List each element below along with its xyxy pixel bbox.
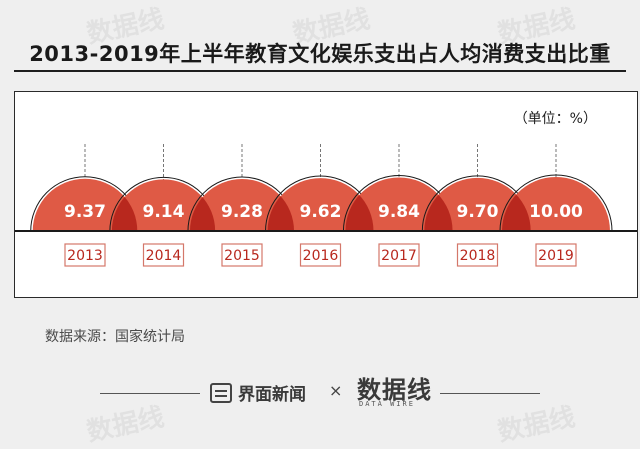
footer-divider-right <box>440 393 540 394</box>
semicircle-mark <box>502 177 610 231</box>
value-label: 9.70 <box>457 202 499 222</box>
year-label: 2016 <box>303 248 339 264</box>
year-label-box <box>64 243 106 267</box>
times-sign: × <box>329 381 343 400</box>
chart-panel: 9.37 9.14 9.28 9.62 9.84 9.70 10.00 2013 2014 201… <box>14 91 638 298</box>
jiemian-logo-icon <box>210 382 232 403</box>
value-label: 9.37 <box>64 202 106 222</box>
year-label-box <box>221 243 263 267</box>
semicircle-group <box>499 174 613 232</box>
chart: 9.37 9.14 9.28 9.62 9.84 9.70 10.00 2013 2014 201… <box>15 144 637 267</box>
year-label-box <box>535 243 577 267</box>
datawire-logo: 数据线 <box>357 375 432 404</box>
year-label: 2015 <box>224 248 260 264</box>
unit-label: （单位：%） <box>513 111 597 127</box>
title-divider <box>14 70 626 72</box>
value-label: 9.62 <box>300 202 342 222</box>
datawire-logo-sub: DATA WIRE <box>359 400 415 408</box>
year-label: 2013 <box>67 248 103 264</box>
year-label-box <box>299 243 342 267</box>
value-label: 10.00 <box>529 202 583 222</box>
brand-jiemian: 界面新闻 <box>210 380 306 405</box>
year-label: 2019 <box>538 248 574 264</box>
value-label: 9.28 <box>221 202 263 222</box>
value-label: 9.84 <box>378 202 420 222</box>
year-label-box <box>456 243 499 267</box>
year-label: 2017 <box>381 248 417 264</box>
year-label: 2014 <box>146 248 182 264</box>
semicircle-mark <box>267 178 374 231</box>
year-label-box <box>142 243 185 267</box>
footer-divider-left <box>100 393 200 394</box>
data-source: 数据来源：国家统计局 <box>45 329 185 345</box>
brand-jiemian-label: 界面新闻 <box>238 385 306 405</box>
semicircle-mark <box>189 179 295 231</box>
semicircle-mark <box>345 177 453 231</box>
chart-title: 2013-2019年上半年教育文化娱乐支出占人均消费支出比重 <box>29 42 611 66</box>
year-label: 2018 <box>460 248 496 264</box>
watermark: 数据线 <box>495 402 578 448</box>
watermark: 数据线 <box>84 402 167 448</box>
semicircle-outline <box>499 174 613 232</box>
year-label-box <box>378 243 420 267</box>
value-label: 9.14 <box>143 202 185 222</box>
